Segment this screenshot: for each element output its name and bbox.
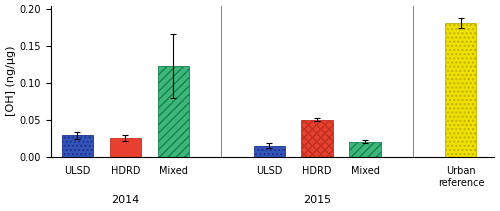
- Bar: [158, 66, 189, 157]
- Bar: [446, 23, 476, 157]
- Text: 2015: 2015: [303, 195, 331, 206]
- Bar: [254, 146, 284, 157]
- Y-axis label: [OH] (ng/μg): [OH] (ng/μg): [6, 46, 16, 116]
- Bar: [350, 142, 380, 157]
- Bar: [302, 120, 332, 157]
- Bar: [110, 138, 141, 157]
- Text: 2014: 2014: [111, 195, 140, 206]
- Bar: [62, 135, 93, 157]
